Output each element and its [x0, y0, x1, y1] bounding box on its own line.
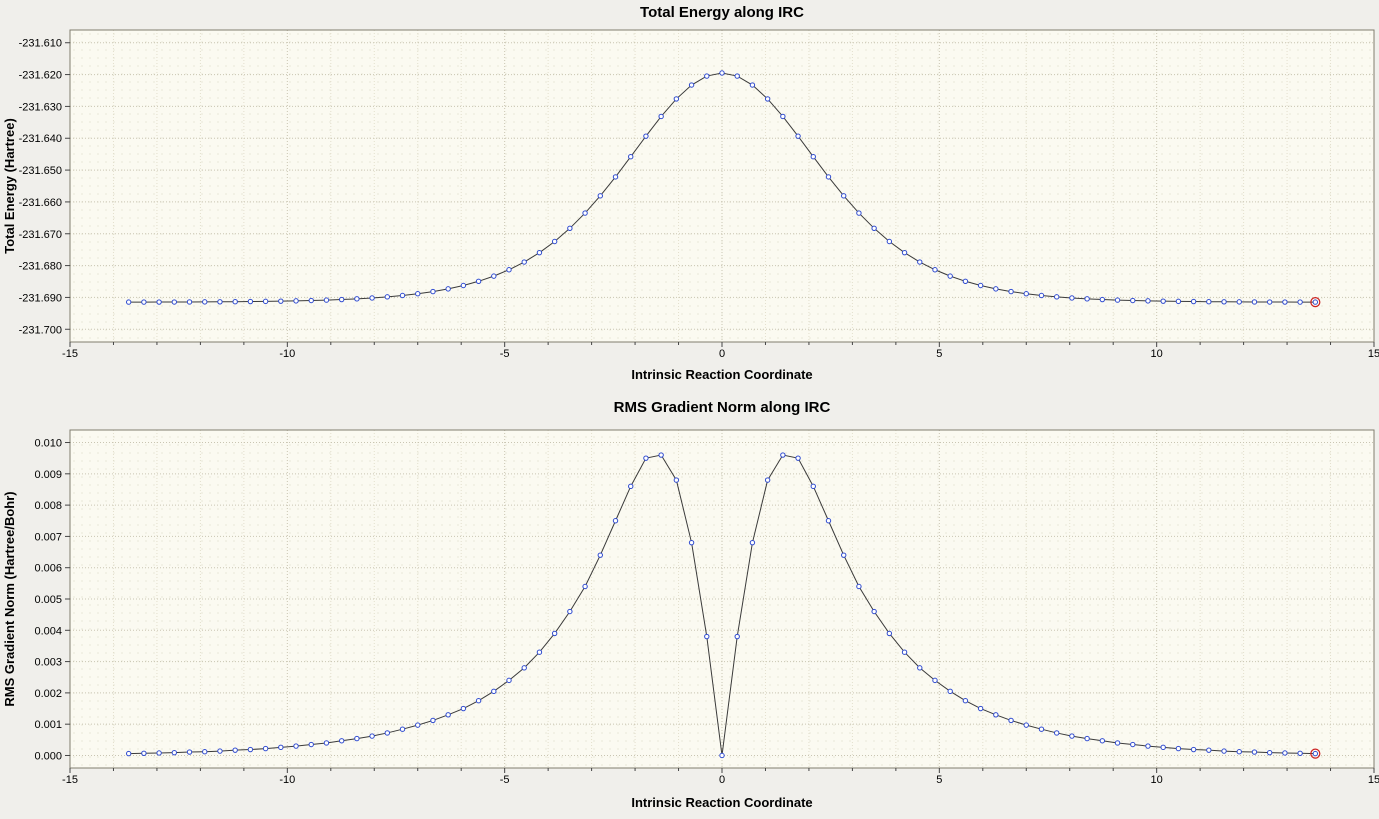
x-tick-label: 15: [1368, 348, 1379, 360]
rms-gradient-chart: -15 -10 -5 0 5 10 150.0000.0010.0020.0030.0040…: [2, 399, 1379, 810]
y-tick-label: -231.660: [19, 197, 62, 209]
y-tick-label: 0.001: [34, 719, 62, 731]
data-points: [125, 70, 1319, 305]
x-tick-label: -10: [279, 774, 295, 786]
total-energy-y-axis-label: Total Energy (Hartree): [2, 118, 17, 254]
y-tick-label: 0.006: [34, 563, 62, 575]
x-axis-ticks: -15 -10 -5 0 5 10 15: [62, 768, 1379, 786]
y-tick-label: 0.007: [34, 531, 62, 543]
x-tick-label: -15: [62, 774, 78, 786]
y-tick-label: -231.680: [19, 261, 62, 273]
data-points: [125, 452, 1319, 759]
y-tick-label: -231.650: [19, 165, 62, 177]
y-tick-label: -231.700: [19, 324, 62, 336]
x-tick-label: -5: [500, 348, 510, 360]
total-energy-x-axis-label: Intrinsic Reaction Coordinate: [631, 367, 812, 382]
y-axis-ticks: 0.000 0.001 0.002 0.003 0.004 0.005 0.006 0.007…: [34, 438, 70, 762]
total-energy-chart-title: Total Energy along IRC: [640, 4, 804, 21]
y-tick-label: 0.009: [34, 469, 62, 481]
y-tick-label: 0.002: [34, 688, 62, 700]
y-tick-label: -231.630: [19, 101, 62, 113]
rms-gradient-y-axis-label: RMS Gradient Norm (Hartree/Bohr): [2, 491, 17, 706]
x-tick-label: 10: [1151, 774, 1163, 786]
x-tick-label: 10: [1151, 348, 1163, 360]
x-tick-label: 0: [719, 348, 725, 360]
grid: [70, 430, 1374, 768]
y-tick-label: -231.670: [19, 229, 62, 241]
endpoint-marker: [1310, 748, 1321, 759]
y-tick-label: -231.610: [19, 38, 62, 50]
y-tick-label: -231.640: [19, 133, 62, 145]
y-tick-label: 0.003: [34, 657, 62, 669]
y-tick-label: 0.010: [34, 438, 62, 450]
y-tick-label: -231.690: [19, 292, 62, 304]
y-tick-label: 0.008: [34, 500, 62, 512]
x-tick-label: 5: [936, 348, 942, 360]
x-tick-label: 0: [719, 774, 725, 786]
y-tick-label: 0.005: [34, 594, 62, 606]
y-tick-label: 0.000: [34, 750, 62, 762]
rms-gradient-plot-area: -15 -10 -5 0 5 10 150.0000.0010.0020.0030.0040…: [34, 429, 1379, 786]
endpoint-marker: [1310, 297, 1321, 308]
rms-gradient-chart-title: RMS Gradient Norm along IRC: [614, 399, 831, 416]
y-axis-ticks: -231.610 -231.620 -231.630 -231.640 -231.650…: [19, 38, 70, 336]
total-energy-plot-area: -15 -10 -5 0 5 10 15-231.610-231.620-231.630-2…: [19, 29, 1379, 360]
y-tick-label: -231.620: [19, 70, 62, 82]
x-axis-ticks: -15 -10 -5 0 5 10 15: [62, 342, 1379, 360]
total-energy-chart: -15 -10 -5 0 5 10 15-231.610-231.620-231.630-2…: [2, 4, 1379, 382]
rms-gradient-x-axis-label: Intrinsic Reaction Coordinate: [631, 795, 812, 810]
x-tick-label: 5: [936, 774, 942, 786]
x-tick-label: -15: [62, 348, 78, 360]
x-tick-label: -5: [500, 774, 510, 786]
x-tick-label: -10: [279, 348, 295, 360]
y-tick-label: 0.004: [34, 625, 62, 637]
x-tick-label: 15: [1368, 774, 1379, 786]
